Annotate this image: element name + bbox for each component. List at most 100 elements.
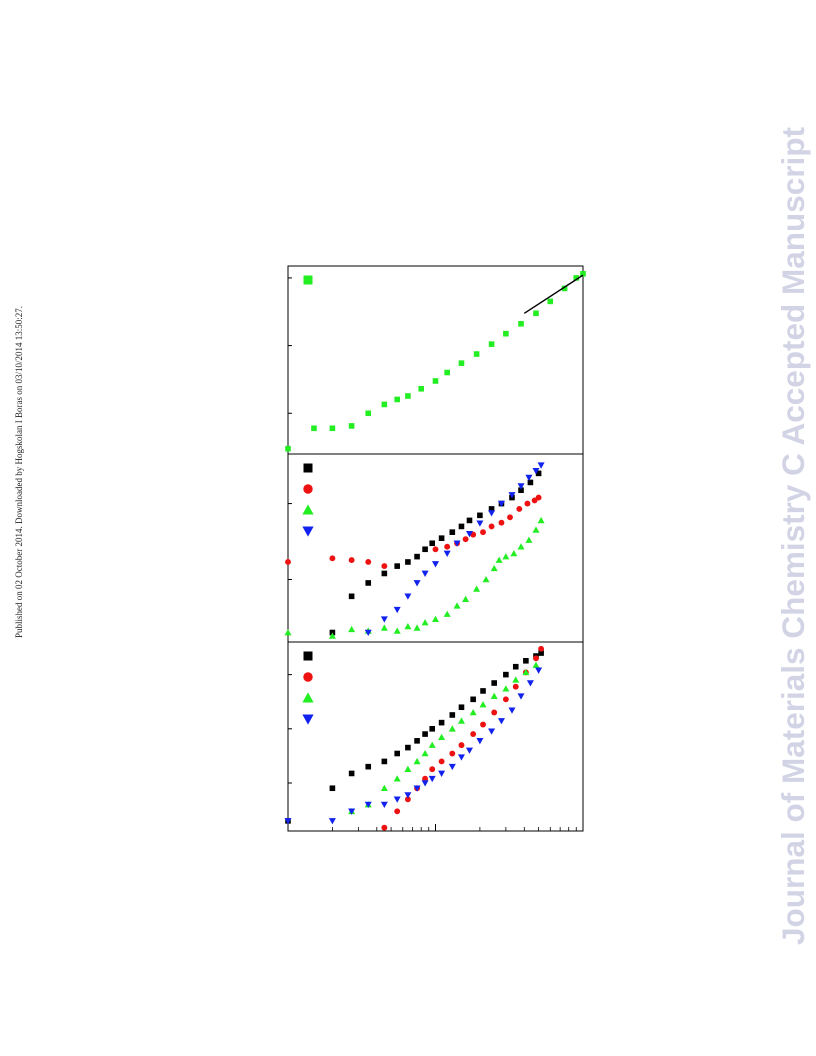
panel-top-point-green	[458, 360, 465, 366]
panel-top-point-green	[418, 385, 425, 392]
panel-bottom-point-red	[381, 824, 388, 831]
panel-top-point-green	[432, 378, 439, 384]
panel-middle-point-black	[405, 559, 411, 565]
panel-bottom-point-green	[457, 717, 465, 724]
panel-middle-point-blue	[497, 500, 505, 508]
panel-bottom-point-blue	[364, 801, 372, 809]
panel-bottom-point-black	[480, 688, 486, 694]
panel-top-point-green	[580, 271, 586, 277]
panel-middle-point-blue	[432, 561, 439, 568]
panel-top-point-green	[518, 320, 524, 327]
panel-bottom-point-black	[512, 663, 519, 670]
panel-bottom-point-blue	[421, 780, 429, 787]
panel-middle-point-green	[482, 575, 490, 583]
panel-middle-point-blue	[517, 483, 525, 490]
panel-middle-point-black	[365, 580, 372, 586]
panel-bottom-point-black	[394, 750, 401, 757]
panel-bottom-point-blue	[413, 785, 421, 792]
panel-middle-legend-blue-triangle-down	[302, 526, 314, 537]
panel-bottom-point-red	[404, 796, 411, 803]
panel-middle-point-red	[432, 546, 439, 553]
panel-middle-legend-green-triangle-up	[302, 504, 314, 515]
panel-bottom-point-blue	[448, 763, 456, 771]
panel-middle-point-red	[524, 500, 531, 507]
panel-bottom-point-blue	[476, 738, 484, 745]
panel-middle-point-green	[380, 624, 388, 631]
panel-top-point-green	[405, 393, 411, 399]
panel-middle-point-blue	[413, 580, 421, 587]
panel-bottom-point-red	[438, 758, 445, 765]
panel-middle-point-green	[473, 585, 481, 592]
panel-top-point-green	[473, 351, 480, 357]
panel-middle-point-green	[537, 516, 545, 524]
panel-bottom-point-green	[512, 676, 520, 683]
panel-bottom-point-green	[502, 685, 510, 692]
panel-middle-point-blue	[525, 474, 533, 482]
panel-middle-point-green	[462, 595, 470, 602]
panel-middle-point-green	[404, 623, 412, 630]
panel-middle-point-blue	[393, 606, 401, 614]
panel-bottom-point-green	[522, 668, 530, 676]
panel-middle-point-black	[458, 523, 465, 530]
panel-bottom-point-black	[429, 726, 436, 732]
panel-middle-point-green	[284, 629, 292, 636]
panel-middle-point-green	[502, 553, 510, 560]
panel-bottom-point-red	[502, 696, 509, 703]
panel-middle-point-green	[443, 610, 451, 617]
panel-bottom-point-blue	[404, 792, 412, 799]
panel-bottom-point-green	[490, 692, 498, 699]
panel-middle-point-red	[498, 519, 505, 526]
panel-middle-point-red	[444, 543, 451, 550]
panel-middle-point-black	[394, 563, 401, 569]
panel-bottom-point-blue	[526, 680, 534, 687]
panel-bottom-point-green	[413, 757, 421, 765]
panel-middle-point-green	[421, 619, 429, 626]
panel-middle-point-red	[535, 494, 542, 501]
panel-middle-point-black	[477, 512, 483, 519]
panel-bottom-point-black	[458, 704, 465, 711]
panel-middle-point-green	[413, 624, 421, 631]
panel-bottom-point-red	[470, 731, 477, 737]
panel-bottom-point-green	[532, 661, 540, 668]
panel-middle-point-red	[348, 557, 355, 564]
panel-middle-point-blue	[421, 570, 429, 577]
panel-bottom-point-blue	[497, 718, 505, 725]
panel-bottom-point-green	[448, 725, 456, 732]
panel-middle-point-red	[329, 555, 336, 562]
panel-bottom-point-green	[380, 784, 388, 792]
panel-bottom-point-blue	[438, 770, 446, 777]
panel-bottom-point-blue	[488, 728, 496, 735]
panel-middle-point-black	[449, 529, 456, 535]
panel-top-fit-line	[523, 274, 584, 314]
panel-top-legend-green-square	[303, 275, 313, 285]
panel-bottom-point-black	[491, 680, 497, 686]
panel-top-point-green	[561, 285, 568, 292]
panel-bottom-point-red	[533, 655, 539, 662]
panel-middle-legend-black-square	[303, 463, 313, 473]
panel-bottom-point-black	[503, 671, 509, 678]
panel-bottom-point-blue	[535, 667, 543, 674]
panel-bottom-point-red	[394, 808, 401, 815]
panel-middle-point-red	[285, 559, 291, 565]
panel-bottom-point-red	[538, 645, 545, 652]
panel-top-point-green	[547, 298, 554, 305]
panel-middle-point-blue	[508, 492, 516, 499]
panel-bottom-point-black	[523, 657, 529, 664]
panel-top-point-green	[573, 275, 580, 281]
panel-bottom-point-red	[429, 766, 436, 773]
panel-bottom-point-black	[405, 744, 411, 751]
panel-bottom-legend-green-triangle-up	[302, 692, 314, 703]
panel-bottom-point-red	[491, 709, 498, 716]
panel-top-point-green	[444, 369, 450, 376]
panel-middle-point-red	[480, 529, 486, 536]
panel-top-point-green	[311, 425, 317, 432]
panel-bottom-point-black	[414, 738, 420, 744]
panel-top-point-green	[348, 423, 355, 429]
panel-middle-point-black	[422, 546, 428, 553]
panel-middle-point-blue	[537, 462, 545, 469]
panel-middle-point-green	[328, 632, 336, 639]
panel-middle-point-green	[525, 536, 533, 543]
panel-bottom-point-green	[438, 733, 446, 740]
panel-bottom-point-black	[538, 650, 544, 656]
panel-bottom-point-red	[480, 721, 486, 728]
